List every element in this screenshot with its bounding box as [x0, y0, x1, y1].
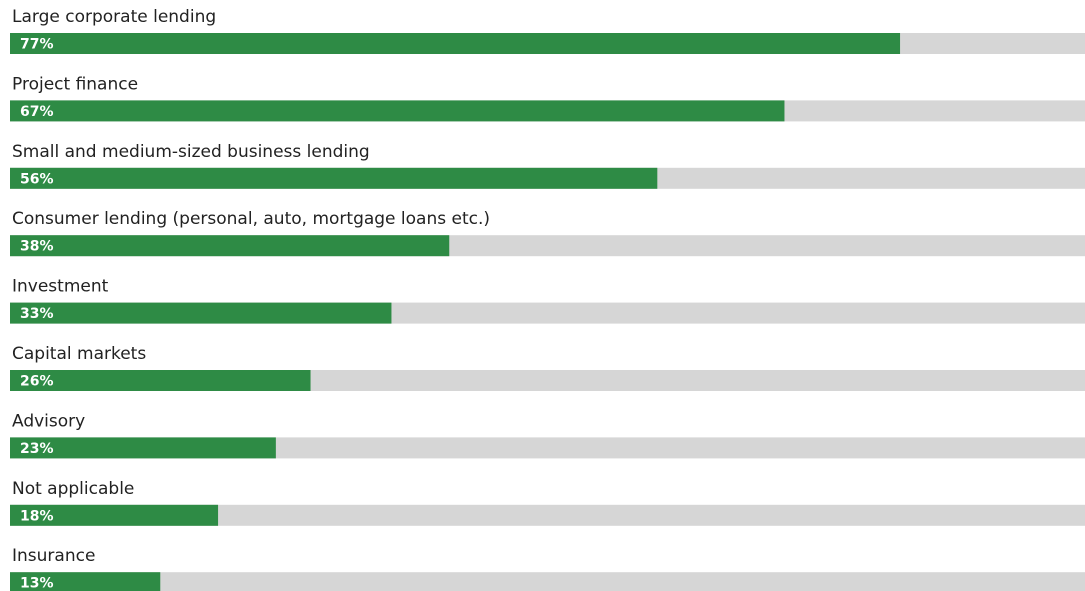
bar: [10, 100, 785, 122]
value-label: 26%: [20, 374, 54, 390]
bar: [10, 167, 658, 189]
value-label: 33%: [20, 306, 54, 322]
category-label: Advisory: [12, 411, 85, 431]
value-label: 56%: [20, 171, 54, 187]
category-label: Small and medium-sized business lending: [12, 142, 370, 162]
bar: [10, 33, 901, 54]
category-label: Large corporate lending: [12, 7, 216, 27]
bar: [10, 235, 450, 257]
bar-track: [10, 572, 1085, 591]
bar: [10, 302, 392, 324]
category-label: Investment: [12, 277, 109, 297]
value-label: 23%: [20, 441, 54, 457]
value-label: 38%: [20, 239, 54, 255]
bar: [10, 572, 161, 591]
bar-track: [10, 504, 1085, 526]
category-label: Not applicable: [12, 479, 134, 499]
bar-track: [10, 437, 1085, 459]
category-label: Project finance: [12, 74, 138, 94]
category-label: Capital markets: [12, 344, 146, 364]
bar: [10, 437, 276, 459]
bar: [10, 504, 219, 526]
value-label: 13%: [20, 576, 54, 591]
value-label: 18%: [20, 508, 54, 524]
category-label: Insurance: [12, 546, 95, 566]
bar: [10, 370, 311, 391]
value-label: 77%: [20, 37, 54, 53]
value-label: 67%: [20, 104, 54, 120]
category-label: Consumer lending (personal, auto, mortga…: [12, 209, 490, 229]
